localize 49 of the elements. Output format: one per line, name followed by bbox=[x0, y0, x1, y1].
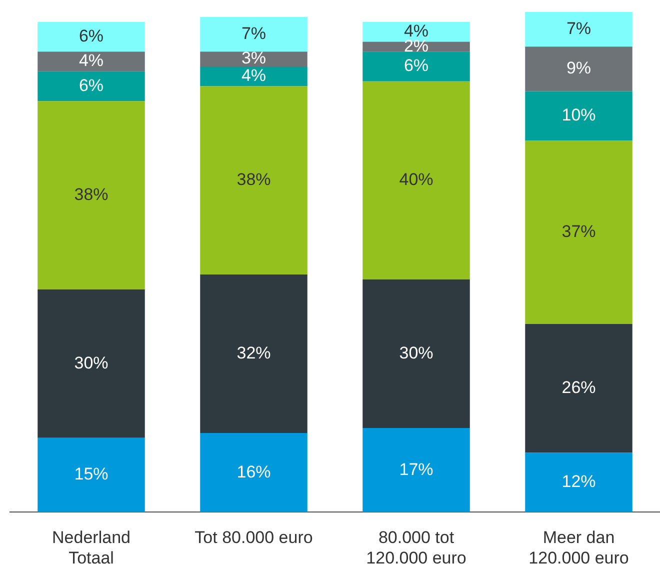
data-label: 9% bbox=[566, 58, 592, 78]
data-label: 40% bbox=[399, 170, 434, 190]
data-label: 6% bbox=[404, 56, 429, 76]
bar bbox=[38, 71, 145, 102]
bar bbox=[38, 289, 145, 438]
bar bbox=[200, 66, 308, 86]
bar bbox=[362, 52, 470, 82]
data-label: 16% bbox=[236, 462, 271, 482]
data-label: 30% bbox=[74, 353, 108, 372]
data-label: 4% bbox=[78, 51, 104, 70]
data-label: 17% bbox=[399, 460, 434, 479]
bar bbox=[38, 101, 145, 290]
bar bbox=[38, 22, 145, 52]
data-label: 38% bbox=[236, 170, 271, 190]
data-label: 6% bbox=[78, 26, 104, 46]
bar bbox=[200, 432, 308, 512]
data-label: 7% bbox=[566, 19, 592, 38]
data-label: 4% bbox=[241, 66, 266, 86]
bar bbox=[525, 324, 632, 453]
data-label: 7% bbox=[241, 24, 266, 43]
data-label: 15% bbox=[74, 464, 108, 484]
data-label: 38% bbox=[74, 184, 108, 204]
bar bbox=[362, 42, 470, 52]
data-label: 12% bbox=[562, 472, 596, 492]
x-tick-label: Tot 80.000 euro bbox=[194, 528, 313, 548]
bar bbox=[200, 274, 308, 433]
data-label: 3% bbox=[241, 48, 266, 68]
x-tick-label: 80.000 tot 120.000 euro bbox=[366, 528, 466, 568]
bar bbox=[525, 140, 632, 324]
bar bbox=[38, 438, 145, 512]
bar bbox=[200, 86, 308, 274]
data-label: 30% bbox=[399, 343, 434, 362]
bar bbox=[362, 81, 470, 280]
bar bbox=[362, 428, 470, 512]
data-label: 37% bbox=[562, 222, 596, 242]
bar bbox=[362, 279, 470, 428]
bar bbox=[200, 52, 308, 66]
bar bbox=[525, 46, 632, 92]
bar bbox=[38, 52, 145, 72]
data-label: 26% bbox=[562, 378, 596, 398]
bar bbox=[525, 12, 632, 47]
data-label: 6% bbox=[78, 76, 104, 95]
x-tick-label: Meer dan 120.000 euro bbox=[528, 528, 629, 568]
bar bbox=[200, 16, 308, 52]
x-tick-label: Nederland Totaal bbox=[52, 528, 130, 568]
data-label: 10% bbox=[562, 106, 596, 125]
bar bbox=[525, 452, 632, 512]
bar bbox=[525, 91, 632, 141]
data-label: 32% bbox=[236, 343, 271, 362]
